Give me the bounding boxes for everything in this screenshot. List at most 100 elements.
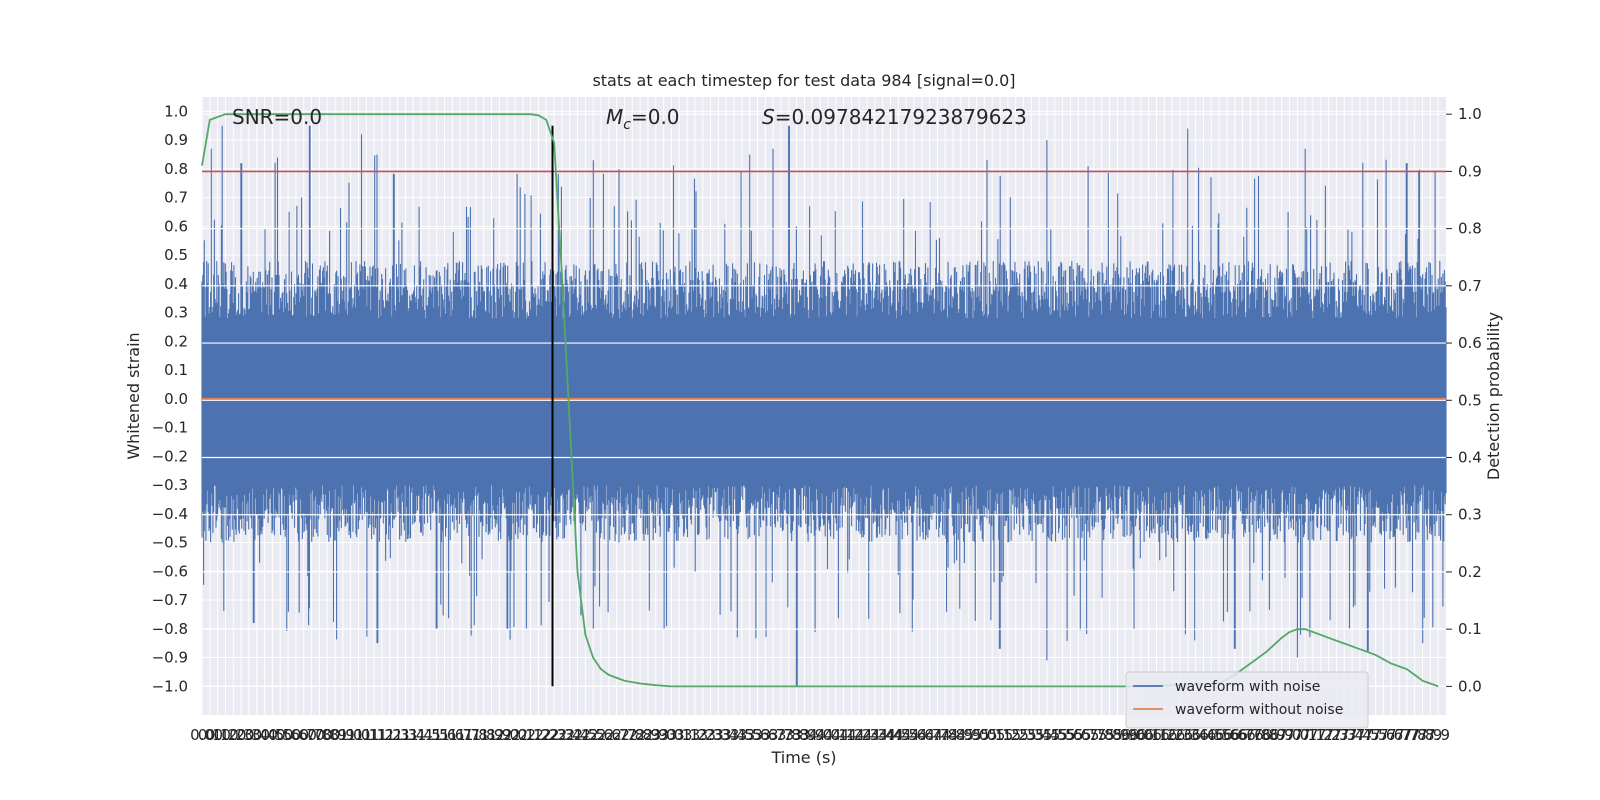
x-tick-label: 4.2 xyxy=(847,726,871,744)
x-tick-label: 0.8 xyxy=(315,726,339,744)
x-tick-label: 0.9 xyxy=(331,726,355,744)
x-tick-label: 5.7 xyxy=(1074,726,1098,744)
x-tick-label: 1.1 xyxy=(354,726,378,744)
x-tick-label: 3.0 xyxy=(652,726,676,744)
x-tick-label: 1.6 xyxy=(440,726,464,744)
x-tick-label: 3.8 xyxy=(777,726,801,744)
x-tick-label: 3.7 xyxy=(761,726,785,744)
y-tick-label: 1.0 xyxy=(164,102,188,120)
x-axis-label: Time (s) xyxy=(770,748,836,767)
x-tick-label: 4.3 xyxy=(863,726,887,744)
x-tick-label: 5.8 xyxy=(1098,726,1122,744)
x-tick-label: 0.5 xyxy=(268,726,292,744)
x-tick-label: 0.3 xyxy=(237,726,261,744)
y2-axis-label: Detection probability xyxy=(1484,312,1503,480)
x-tick-label: 2.9 xyxy=(644,726,668,744)
y-tick-label: 0.5 xyxy=(164,246,188,264)
y2-tick-label: 0.2 xyxy=(1458,563,1482,581)
x-tick-label: 1.4 xyxy=(409,726,433,744)
x-tick-label: 4.7 xyxy=(918,726,942,744)
x-tick-label: 1.8 xyxy=(464,726,488,744)
x-tick-label: 6.5 xyxy=(1199,726,1223,744)
x-tick-label: 1.1 xyxy=(362,726,386,744)
x-tick-label: 5.9 xyxy=(1105,726,1129,744)
x-tick-label: 1.6 xyxy=(433,726,457,744)
y-tick-label: −0.7 xyxy=(152,591,188,609)
x-tick-label: 4.6 xyxy=(902,726,926,744)
x-tick-label: 3.1 xyxy=(675,726,699,744)
x-tick-label: 6.8 xyxy=(1254,726,1278,744)
y2-tick-label: 0.6 xyxy=(1458,334,1482,352)
snr-annotation: SNR=0.0 xyxy=(232,105,322,129)
x-tick-label: 4.5 xyxy=(886,726,910,744)
x-tick-label: 3.4 xyxy=(714,726,738,744)
x-tick-label: 2.0 xyxy=(503,726,527,744)
x-tick-label: 5.5 xyxy=(1043,726,1067,744)
x-tick-label: 2.5 xyxy=(581,726,605,744)
x-tick-label: 5.6 xyxy=(1059,726,1083,744)
x-tick-label: 7.9 xyxy=(1418,726,1442,744)
x-tick-label: 5.8 xyxy=(1090,726,1114,744)
x-tick-label: 1.0 xyxy=(339,726,363,744)
x-tick-label: 3.6 xyxy=(746,726,770,744)
y-tick-label: 0.7 xyxy=(164,189,188,207)
x-tick-label: 4.0 xyxy=(808,726,832,744)
x-tick-label: 4.0 xyxy=(816,726,840,744)
chirp-mass-annotation: Mc=0.0 xyxy=(606,105,680,133)
y-tick-label: −0.8 xyxy=(152,620,188,638)
x-tick-label: 2.7 xyxy=(605,726,629,744)
x-tick-label: 0.2 xyxy=(221,726,245,744)
y2-tick-label: 1.0 xyxy=(1458,105,1482,123)
y-tick-label: −0.4 xyxy=(152,505,188,523)
x-tick-label: 7.3 xyxy=(1325,726,1349,744)
x-tick-label: 5.9 xyxy=(1113,726,1137,744)
x-tick-label: 3.3 xyxy=(699,726,723,744)
x-tick-label: 7.8 xyxy=(1411,726,1435,744)
x-tick-label: 6.3 xyxy=(1168,726,1192,744)
x-tick-label: 0.4 xyxy=(253,726,277,744)
x-tick-label: 7.5 xyxy=(1364,726,1388,744)
x-tick-label: 4.8 xyxy=(941,726,965,744)
x-tick-label: 3.3 xyxy=(706,726,730,744)
x-tick-label: 5.0 xyxy=(972,726,996,744)
legend-label-clean: waveform without noise xyxy=(1175,702,1343,718)
chart-legend: waveform with noise waveform without noi… xyxy=(1125,671,1369,729)
x-tick-label: 7.3 xyxy=(1332,726,1356,744)
y-tick-label: −0.5 xyxy=(152,534,188,552)
x-tick-label: 7.0 xyxy=(1278,726,1302,744)
x-tick-label: 6.0 xyxy=(1121,726,1145,744)
x-tick-label: 5.4 xyxy=(1027,726,1051,744)
x-tick-label: 2.5 xyxy=(573,726,597,744)
x-tick-label: 2.4 xyxy=(558,726,582,744)
x-tick-label: 0.3 xyxy=(229,726,253,744)
x-tick-label: 2.3 xyxy=(542,726,566,744)
x-tick-label: 7.7 xyxy=(1395,726,1419,744)
y2-tick-label: 0.9 xyxy=(1458,162,1482,180)
x-tick-label: 2.1 xyxy=(519,726,543,744)
y2-tick-label: 0.4 xyxy=(1458,449,1482,467)
x-tick-label: 6.4 xyxy=(1192,726,1216,744)
x-tick-label: 7.2 xyxy=(1309,726,1333,744)
x-tick-label: 2.1 xyxy=(511,726,535,744)
s-statistic-annotation: S=0.09784217923879623 xyxy=(762,105,1027,129)
y-tick-label: 0.1 xyxy=(164,361,188,379)
x-tick-label: 2.8 xyxy=(620,726,644,744)
x-tick-label: 7.8 xyxy=(1403,726,1427,744)
x-tick-label: 7.7 xyxy=(1387,726,1411,744)
x-tick-label: 7.1 xyxy=(1293,726,1317,744)
x-tick-label: 3.2 xyxy=(691,726,715,744)
chirp-mass-subscript: c xyxy=(623,117,631,133)
x-tick-label: 6.6 xyxy=(1223,726,1247,744)
x-tick-label: 7.5 xyxy=(1356,726,1380,744)
x-tick-label: 4.9 xyxy=(949,726,973,744)
x-tick-label: 6.7 xyxy=(1231,726,1255,744)
x-tick-label: 7.4 xyxy=(1340,726,1364,744)
x-tick-label: 5.3 xyxy=(1012,726,1036,744)
x-tick-label: 0.1 xyxy=(206,726,230,744)
y2-tick-label: 0.8 xyxy=(1458,220,1482,238)
x-tick-label: 2.4 xyxy=(566,726,590,744)
x-tick-label: 6.3 xyxy=(1176,726,1200,744)
x-tick-label: 4.5 xyxy=(894,726,918,744)
